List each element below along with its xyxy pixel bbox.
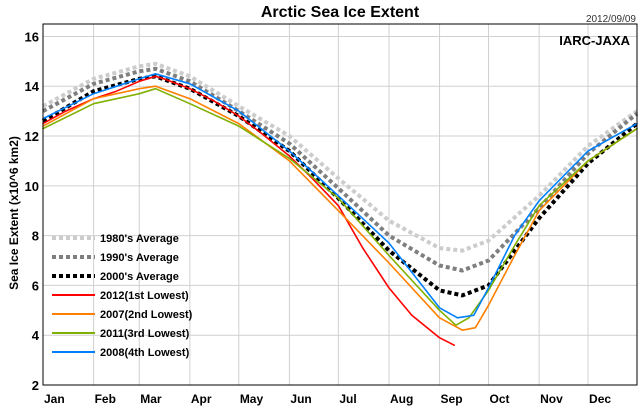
y-tick-label: 14 — [25, 79, 40, 94]
x-tick-label: Aug — [390, 392, 413, 406]
x-tick-label: Jul — [339, 392, 356, 406]
legend-label: 2000's Average — [100, 271, 179, 283]
y-tick-label: 16 — [25, 29, 39, 44]
x-tick-label: Sep — [441, 392, 463, 406]
x-tick-label: Feb — [95, 392, 116, 406]
y-tick-label: 12 — [25, 129, 39, 144]
legend-label: 1980's Average — [100, 233, 179, 245]
series-lines — [41, 61, 639, 347]
x-tick-label: Jun — [290, 392, 311, 406]
x-tick-label: Nov — [540, 392, 563, 406]
series-line — [42, 61, 639, 253]
source-label: IARC-JAXA — [559, 33, 630, 48]
legend-label: 2007(2nd Lowest) — [100, 309, 193, 321]
plot-frame — [42, 23, 638, 386]
y-tick-label: 2 — [32, 378, 39, 393]
y-tick-label: 8 — [32, 229, 39, 244]
legend-label: 2012(1st Lowest) — [100, 290, 189, 302]
y-tick-label: 6 — [32, 278, 39, 293]
series-line — [42, 85, 638, 332]
x-tick-label: Mar — [140, 392, 162, 406]
x-tick-label: Oct — [490, 392, 510, 406]
series-line — [42, 73, 638, 319]
x-tick-labels: Jan Feb Mar Apr May Jun Jul Aug Sep Oct Nov Dec — [44, 392, 611, 406]
x-tick-label: Apr — [191, 392, 212, 406]
x-tick-label: Dec — [589, 392, 611, 406]
legend-label: 2008(4th Lowest) — [100, 347, 190, 359]
y-tick-labels: 2 4 6 8 10 12 14 16 — [25, 29, 40, 393]
legend-label: 1990's Average — [100, 252, 179, 264]
legend: 1980's Average 1990's Average 2000's Avera… — [52, 233, 193, 359]
series-line — [42, 87, 638, 327]
x-tick-label: May — [240, 392, 264, 406]
x-tick-label: Jan — [44, 392, 65, 406]
y-axis-label: Sea Ice Extent (x10^6 km2) — [7, 136, 21, 290]
series-line — [42, 75, 456, 347]
y-tick-label: 4 — [32, 328, 40, 343]
date-stamp: 2012/09/09 — [586, 14, 636, 25]
legend-label: 2011(3rd Lowest) — [100, 328, 190, 340]
chart-title: Arctic Sea Ice Extent — [261, 4, 420, 21]
y-tick-label: 10 — [25, 179, 39, 194]
